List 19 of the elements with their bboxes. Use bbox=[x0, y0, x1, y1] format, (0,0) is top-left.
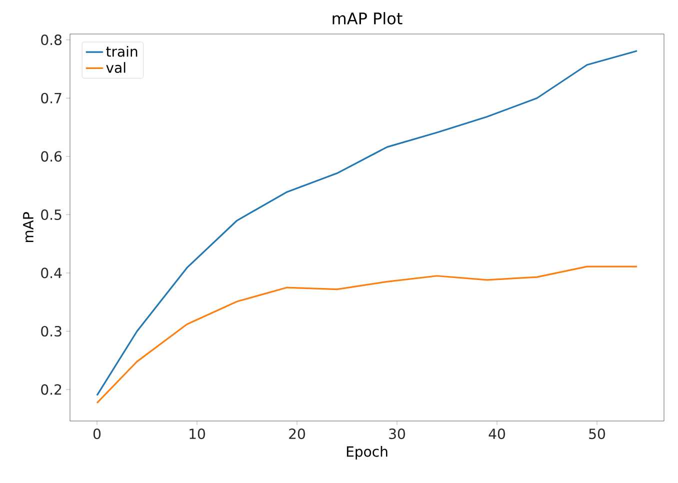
x-tick-label: 0 bbox=[93, 428, 101, 440]
y-tick-label: 0.7 bbox=[41, 92, 62, 104]
chart-title: mAP Plot bbox=[332, 12, 402, 24]
x-tick-label: 10 bbox=[190, 428, 205, 440]
legend-label: val bbox=[106, 62, 126, 73]
y-tick-label: 0.2 bbox=[41, 384, 62, 395]
y-tick-label: 0.6 bbox=[41, 151, 62, 162]
x-tick-label: 50 bbox=[589, 428, 605, 440]
x-tick-label: 30 bbox=[389, 428, 405, 440]
y-tick-label: 0.4 bbox=[41, 268, 62, 278]
y-axis-title: mAP bbox=[23, 212, 34, 242]
x-axis-title: Epoch bbox=[346, 446, 388, 460]
legend-label: train bbox=[106, 46, 138, 57]
y-tick-label: 0.5 bbox=[41, 209, 62, 220]
x-tick-label: 40 bbox=[488, 428, 505, 440]
line-series bbox=[96, 266, 638, 404]
y-tick-label: 0.8 bbox=[41, 34, 62, 46]
y-tick-label: 0.3 bbox=[41, 326, 62, 337]
x-tick-label: 20 bbox=[289, 428, 305, 440]
